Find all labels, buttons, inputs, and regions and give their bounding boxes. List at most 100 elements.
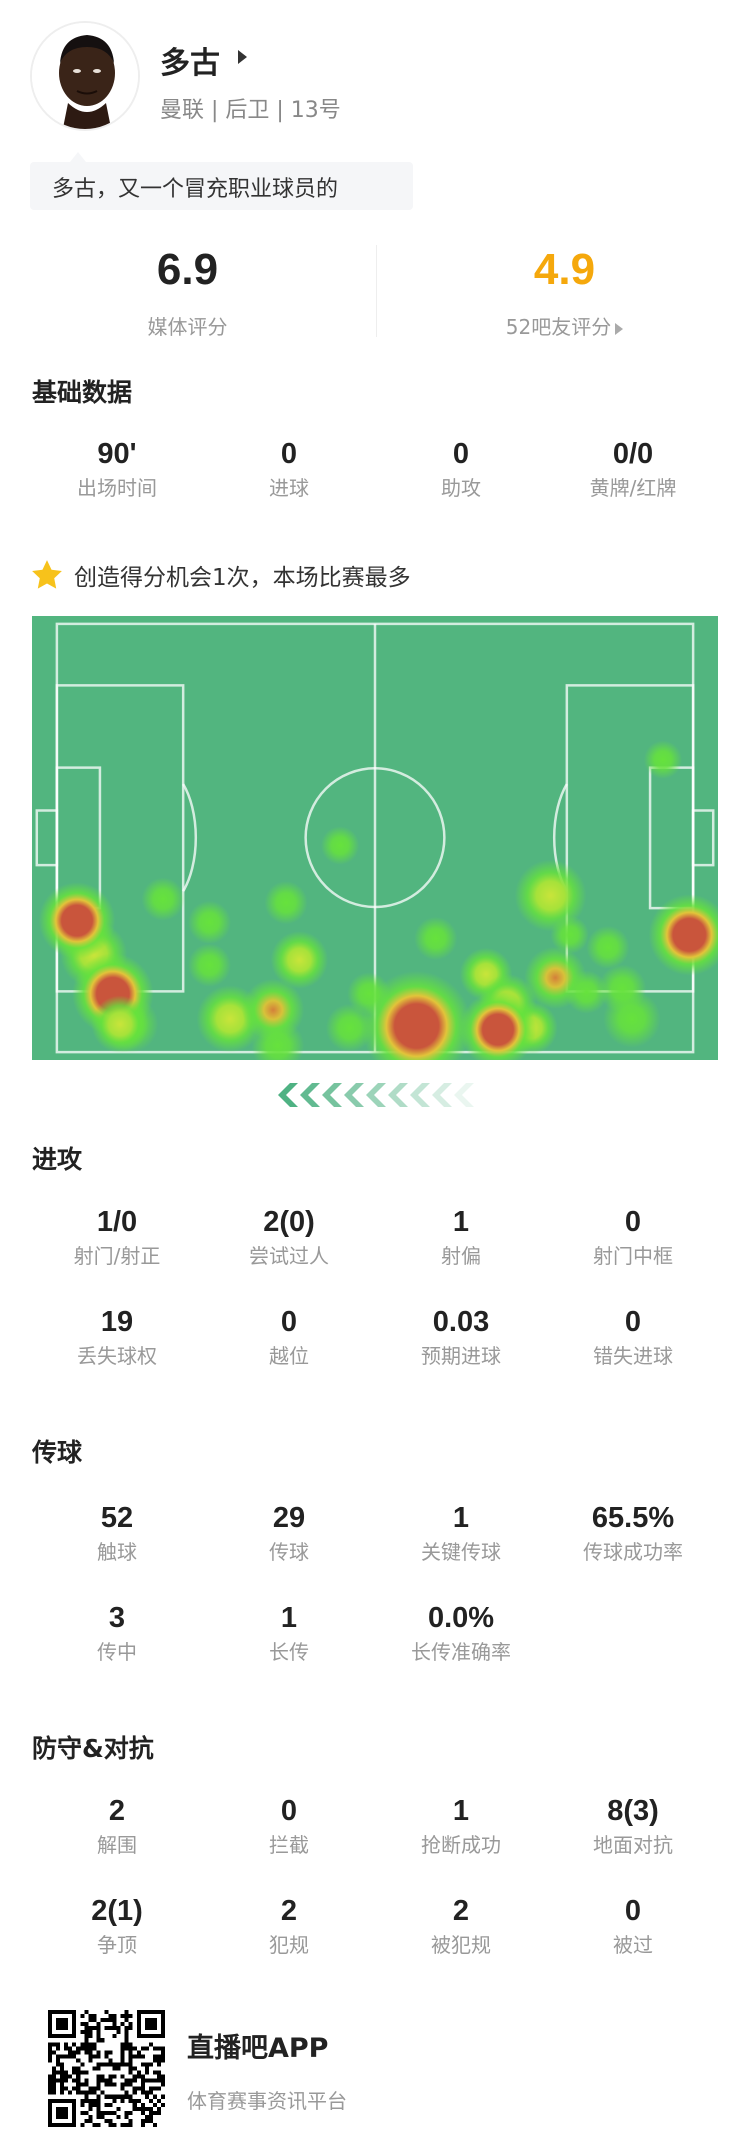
stat-label: 丢失球权 [77, 1344, 157, 1368]
stat-value: 2 [108, 1795, 126, 1827]
star-icon [32, 560, 62, 589]
media-rating: 6.9 媒体评分 [0, 245, 375, 340]
stat-item: 65.5% 传球成功率 [547, 1501, 719, 1565]
stat-label: 拦截 [269, 1833, 309, 1857]
stat-item: 0 越位 [203, 1305, 375, 1369]
stat-label: 射门/射正 [73, 1244, 161, 1268]
basic-stats: 90' 出场时间 0 进球 0 助攻 0/0 黄牌/红牌 [31, 437, 719, 501]
attack-direction-chevrons [278, 1083, 474, 1107]
stat-item: 19 丢失球权 [31, 1305, 203, 1369]
defense-stats: 2 解围 0 拦截 1 抢断成功 8(3) 地面对抗 2(1) 争顶 2 犯规 2 被犯规 0 被过 [31, 1794, 719, 1958]
stat-label: 射门中框 [593, 1244, 673, 1268]
caret-right-icon [615, 322, 624, 335]
stat-value: 0.03 [432, 1306, 490, 1338]
stat-value: 2(0) [263, 1206, 315, 1238]
stat-item: 1/0 射门/射正 [31, 1205, 203, 1269]
stat-item: 2(1) 争顶 [31, 1894, 203, 1958]
chevron-left-icon [344, 1083, 364, 1107]
stat-item: 1 关键传球 [375, 1501, 547, 1565]
stat-item: 1 射偏 [375, 1205, 547, 1269]
heat-blob [91, 995, 149, 1053]
stat-value: 0 [280, 1795, 298, 1827]
player-name[interactable]: 多古 [160, 46, 220, 81]
caret-right-icon[interactable] [238, 50, 247, 64]
stat-item: 0 错失进球 [547, 1305, 719, 1369]
stat-value: 1 [452, 1795, 470, 1827]
stat-value: 1 [452, 1502, 470, 1534]
chevron-left-icon [322, 1083, 342, 1107]
section-title-attack: 进攻 [32, 1145, 83, 1174]
heat-blob [320, 826, 360, 865]
heat-blob [270, 931, 329, 989]
stat-label: 黄牌/红牌 [589, 476, 677, 500]
heat-blob [361, 970, 472, 1082]
stat-item: 0 进球 [203, 437, 375, 501]
stat-item: 3 传中 [31, 1601, 203, 1665]
stat-value: 8(3) [607, 1795, 659, 1827]
comment-bubble[interactable] [30, 162, 413, 210]
heat-blob [38, 882, 116, 959]
heat-blob [187, 900, 232, 944]
stat-item: 2 被犯规 [375, 1894, 547, 1958]
player-meta: 曼联 | 后卫 | 13号 [160, 98, 341, 123]
chevron-left-icon [454, 1083, 474, 1107]
stat-label: 传球 [269, 1540, 309, 1564]
stat-label: 地面对抗 [593, 1833, 673, 1857]
chevron-left-icon [366, 1083, 386, 1107]
stat-item: 0 被过 [547, 1894, 719, 1958]
fan-rating-label: 52吧友评分 [505, 315, 612, 339]
stat-label: 传中 [97, 1640, 137, 1664]
stat-value: 0/0 [612, 438, 654, 470]
stat-item: 2(0) 尝试过人 [203, 1205, 375, 1269]
stat-value: 0 [624, 1895, 642, 1927]
stat-label: 出场时间 [77, 476, 157, 500]
section-title-passing: 传球 [32, 1438, 83, 1467]
heat-blob [648, 894, 730, 976]
stat-label: 尝试过人 [249, 1244, 329, 1268]
stat-item: 8(3) 地面对抗 [547, 1794, 719, 1858]
stat-item: 90' 出场时间 [31, 437, 203, 501]
heat-blob [564, 970, 608, 1014]
qr-code-icon[interactable] [48, 2010, 165, 2127]
stat-value: 0 [624, 1206, 642, 1238]
chevron-left-icon [278, 1083, 298, 1107]
stat-item: 0.03 预期进球 [375, 1305, 547, 1369]
heat-blob [187, 943, 232, 987]
stat-value: 2 [452, 1895, 470, 1927]
stat-item: 2 解围 [31, 1794, 203, 1858]
stat-item: 0.0% 长传准确率 [375, 1601, 547, 1665]
fan-rating[interactable]: 4.9 52吧友评分 [377, 245, 750, 340]
heat-blob [325, 1003, 374, 1052]
stat-item: 1 抢断成功 [375, 1794, 547, 1858]
stat-value: 0 [624, 1306, 642, 1338]
stat-item: 0 拦截 [203, 1794, 375, 1858]
stat-value: 90' [97, 438, 137, 470]
stat-value: 0.0% [427, 1602, 495, 1634]
chevron-left-icon [300, 1083, 320, 1107]
stat-label: 被过 [613, 1933, 653, 1957]
stat-value: 0 [452, 438, 470, 470]
highlight-text: 创造得分机会1次，本场比赛最多 [74, 565, 411, 591]
stat-value: 1 [280, 1602, 298, 1634]
stat-label: 传球成功率 [583, 1540, 683, 1564]
stat-value: 52 [100, 1502, 134, 1534]
stat-item: 0/0 黄牌/红牌 [547, 437, 719, 501]
stat-label: 进球 [269, 476, 309, 500]
player-avatar[interactable] [30, 21, 140, 131]
media-rating-label: 媒体评分 [147, 315, 228, 339]
stat-item: 29 传球 [203, 1501, 375, 1565]
heatmap [32, 616, 730, 1082]
fan-rating-link[interactable]: 52吧友评分 [377, 311, 750, 340]
heat-blobs [38, 740, 730, 1082]
app-name: 直播吧APP [187, 2033, 329, 2064]
stat-label: 错失进球 [593, 1344, 673, 1368]
chevron-left-icon [410, 1083, 430, 1107]
media-rating-value: 6.9 [156, 245, 219, 294]
highlight-line: 创造得分机会1次，本场比赛最多 [30, 558, 411, 592]
stat-value: 0 [280, 438, 298, 470]
stat-label: 射偏 [441, 1244, 481, 1268]
stat-value: 65.5% [591, 1502, 675, 1534]
fan-rating-value: 4.9 [533, 245, 596, 294]
stat-label: 犯规 [269, 1933, 309, 1957]
stat-value: 1 [452, 1206, 470, 1238]
